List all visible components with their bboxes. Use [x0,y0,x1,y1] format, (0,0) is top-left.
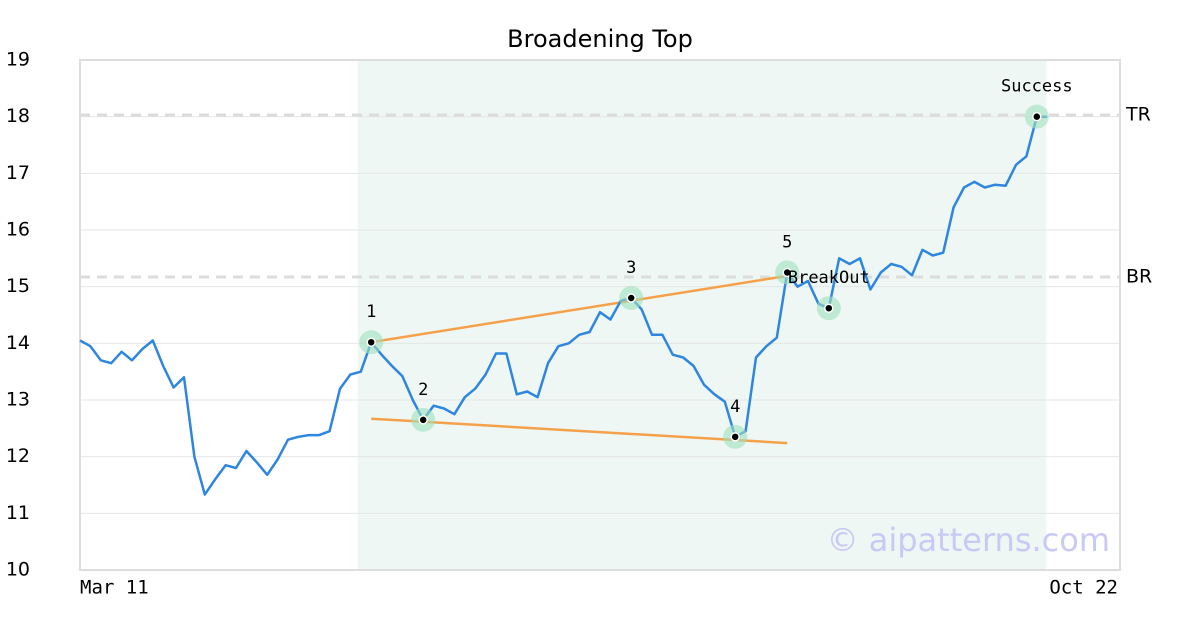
trend-line [371,274,788,344]
y-tick-label: 10 [6,559,30,581]
point-dot [366,337,376,347]
point-label: 4 [730,397,740,417]
watermark: © aipatterns.com [827,521,1110,559]
point-dot [782,267,792,278]
point-dot [824,303,834,313]
point-dot [1032,111,1042,122]
point-label: 1 [366,302,376,322]
point-label: Success [1001,77,1073,97]
y-tick-label: 11 [6,502,30,524]
price-line [79,115,1048,496]
point-label: 3 [626,258,636,278]
y-tick-label: 16 [6,219,30,241]
point-dot [626,293,636,303]
trend-line [371,417,788,445]
x-tick-label: Oct 22 [1049,577,1118,599]
point-label: BreakOut [788,268,870,288]
point-dot [418,415,428,425]
y-tick-label: 13 [6,389,30,411]
point-label: 5 [782,233,792,253]
point-label: 2 [418,380,428,400]
level-label: BR [1126,266,1152,288]
plot-frame [79,59,1121,571]
y-tick-label: 17 [6,162,30,184]
y-tick-label: 14 [6,332,30,354]
point-dot [730,432,740,442]
y-tick-label: 19 [6,49,30,71]
level-label: TR [1125,103,1151,125]
x-tick-label: Mar 11 [80,577,149,599]
pattern-region [357,60,1047,570]
y-tick-label: 12 [6,445,30,467]
y-tick-label: 15 [6,275,30,297]
y-tick-label: 18 [6,105,30,127]
chart-title: Broadening Top [507,25,693,53]
